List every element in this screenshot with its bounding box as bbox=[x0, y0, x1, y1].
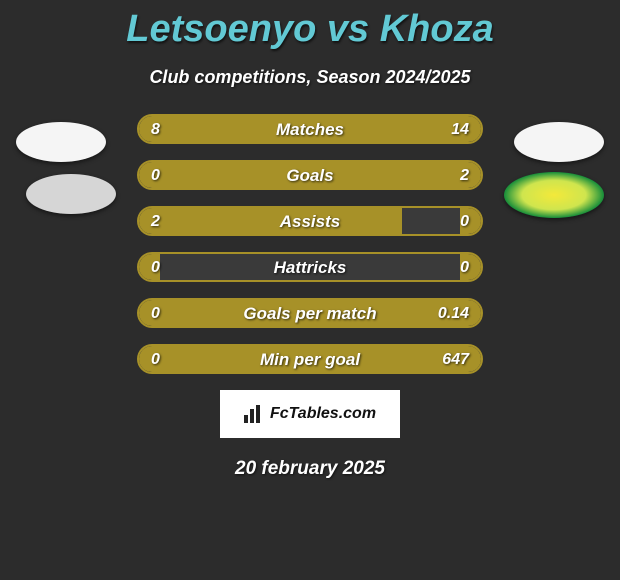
stat-label: Hattricks bbox=[139, 254, 481, 280]
stat-label: Assists bbox=[139, 208, 481, 234]
bars-icon bbox=[244, 405, 264, 423]
team-left-avatar bbox=[26, 174, 116, 214]
stat-label: Goals per match bbox=[139, 300, 481, 326]
stat-row: 20Assists bbox=[137, 206, 483, 236]
site-watermark: FcTables.com bbox=[220, 390, 400, 438]
stat-label: Goals bbox=[139, 162, 481, 188]
page-title: Letsoenyo vs Khoza bbox=[0, 0, 620, 51]
team-left-badge bbox=[16, 122, 106, 162]
stat-label: Matches bbox=[139, 116, 481, 142]
stat-row: 0647Min per goal bbox=[137, 344, 483, 374]
team-right-badge bbox=[514, 122, 604, 162]
stat-row: 814Matches bbox=[137, 114, 483, 144]
stat-row: 00.14Goals per match bbox=[137, 298, 483, 328]
watermark-text: FcTables.com bbox=[270, 405, 376, 423]
stats-container: 814Matches 02Goals 20Assists 00Hattricks 00.… bbox=[0, 114, 620, 374]
stat-label: Min per goal bbox=[139, 346, 481, 372]
team-right-avatar bbox=[504, 172, 604, 218]
page-subtitle: Club competitions, Season 2024/2025 bbox=[0, 67, 620, 88]
date-label: 20 february 2025 bbox=[0, 458, 620, 480]
stat-row: 02Goals bbox=[137, 160, 483, 190]
stat-row: 00Hattricks bbox=[137, 252, 483, 282]
